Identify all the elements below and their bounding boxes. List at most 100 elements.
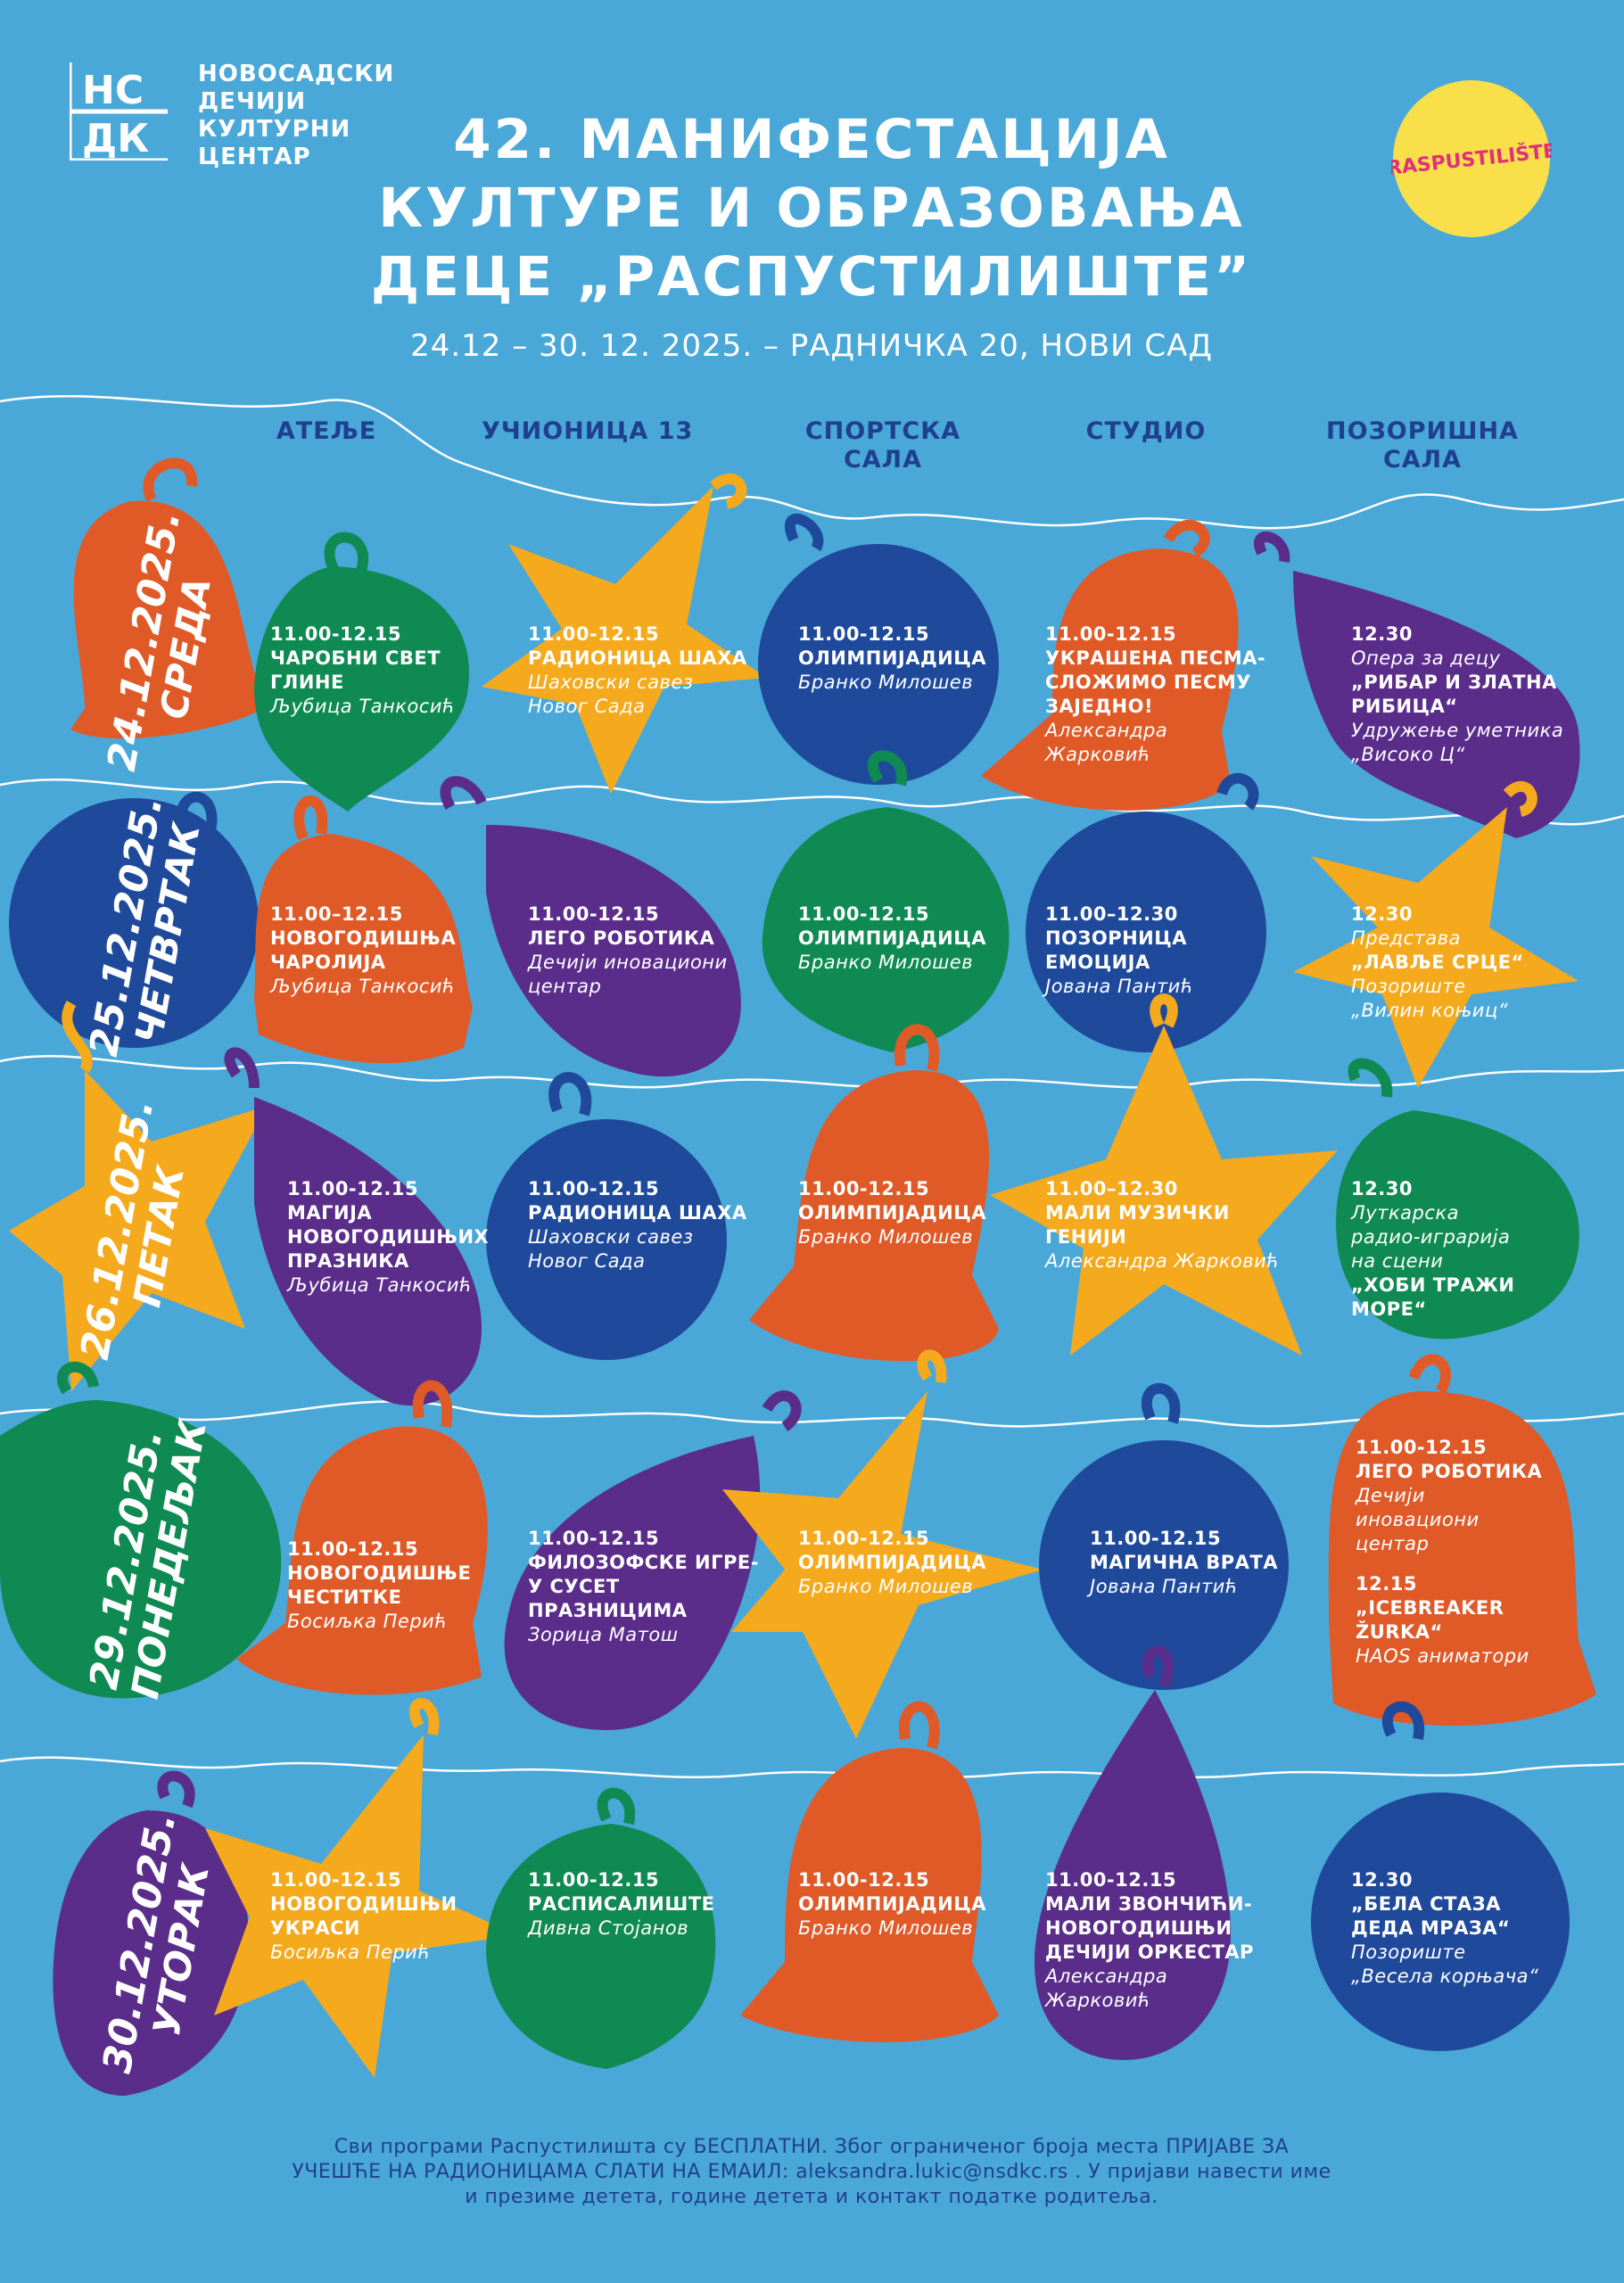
purple-drop-ornament <box>1254 532 1580 838</box>
organizer-name: НОВОСАДСКИ ДЕЧИЈИ КУЛТУРНИ ЦЕНТАР <box>198 61 394 171</box>
event-time: 11.00-12.15 <box>528 1528 660 1549</box>
event-card: 11.00-12.15 МАГИЈА НОВОГОДИШЊИХ ПРАЗНИКА… <box>287 1177 510 1298</box>
green-onion-ornament <box>762 750 1010 1052</box>
event-time: 12.30 <box>1351 903 1413 925</box>
event-card: 11.00-12.15 РАДИОНИЦА ШАХА Шаховски саве… <box>528 1177 751 1273</box>
blue-ball-ornament <box>1039 1382 1289 1690</box>
event-title: ЗАЈЕДНО! <box>1045 696 1154 717</box>
event-host: Дивна Стојанов <box>528 1917 689 1939</box>
event-time: 11.00-12.15 <box>287 1178 419 1199</box>
event-card: 11.00-12.15 ЛЕГО РОБОТИКА Дечији иноваци… <box>1356 1436 1587 1669</box>
event-title: „ICEBREAKER ŽURKA“ <box>1356 1597 1504 1643</box>
event-card: 11.00-12.15 ЛЕГО РОБОТИКА Дечији иноваци… <box>528 902 751 999</box>
event-card: 11.00-12.15 НОВОГОДИШЊЕ ЧЕСТИТКЕ Босиљка… <box>287 1537 510 1634</box>
event-title: ОЛИМПИЈАДИЦА <box>798 1202 986 1224</box>
event-host: Александра <box>1045 720 1168 741</box>
event-host: Јована Пантић <box>1045 976 1194 997</box>
event-title: ОЛИМПИЈАДИЦА <box>798 927 986 949</box>
event-host: Бранко Милошев <box>798 1226 974 1248</box>
event-host: Босиљка Перић <box>287 1611 448 1632</box>
column-header-line: СТУДИО <box>1085 417 1207 445</box>
bell-ornament <box>254 795 473 1064</box>
column-header-line: ПОЗОРИШНА <box>1326 417 1519 445</box>
event-title: МАГИЧНА ВРАТА <box>1090 1552 1278 1573</box>
event-card: 11.00-12.15 ЧАРОБНИ СВЕТ ГЛИНЕ Љубица Та… <box>270 622 493 719</box>
column-header-line: САЛА <box>843 446 923 474</box>
bell-ornament <box>236 1380 488 1695</box>
event-host: центар <box>528 976 602 997</box>
event-title: МАЛИ ЗВОНЧИЋИ- <box>1045 1893 1253 1915</box>
event-title: ПОЗОРНИЦА ЕМОЦИЈА <box>1045 927 1187 973</box>
organizer-line: ЦЕНТАР <box>198 144 311 170</box>
event-host: Босиљка Перић <box>270 1941 431 1963</box>
column-header-line: УЧИОНИЦА 13 <box>482 417 694 445</box>
event-type: Луткарска <box>1351 1202 1459 1224</box>
event-title: ОЛИМПИЈАДИЦА <box>798 647 986 669</box>
event-time: 11.00-12.15 <box>528 623 660 645</box>
blue-ball-ornament <box>1026 772 1266 1052</box>
event-card: 11.00-12.15 ОЛИМПИЈАДИЦА Бранко Милошев <box>798 902 1021 975</box>
footer-line: УЧЕШЋЕ НА РАДИОНИЦАМА СЛАТИ НА ЕМАИЛ: al… <box>292 2161 1331 2183</box>
event-time: 11.00–12.30 <box>1045 1178 1178 1199</box>
event-time: 11.00–12.15 <box>270 903 403 925</box>
event-title: МАГИЈА <box>287 1202 373 1224</box>
event-title: МАЛИ МУЗИЧКИ ГЕНИЈИ <box>1045 1202 1230 1248</box>
event-title: „ХОБИ ТРАЖИ МОРЕ“ <box>1351 1274 1515 1320</box>
column-header-studio: СТУДИО <box>1048 417 1244 446</box>
event-title: РИБИЦА“ <box>1351 696 1458 717</box>
event-title: ЛЕГО РОБОТИКА <box>1356 1461 1543 1482</box>
purple-drop-ornament <box>224 1047 482 1406</box>
event-title: НОВОГОДИШЊА <box>270 927 457 949</box>
event-host: Жарковић <box>1045 744 1151 765</box>
event-host: Бранко Милошев <box>798 1917 974 1939</box>
green-onion-ornament <box>254 532 470 812</box>
blue-ball-ornament <box>1311 1701 1570 2051</box>
column-header-line: СПОРТСКА <box>804 417 961 445</box>
event-time: 11.00–12.30 <box>1045 903 1178 925</box>
column-header-theatre-hall: ПОЗОРИШНА САЛА <box>1324 417 1521 474</box>
organizer-line: НОВОСАДСКИ <box>198 61 395 87</box>
blue-ball-ornament <box>486 1072 727 1360</box>
bell-ornament <box>740 1701 999 2042</box>
event-time: 12.30 <box>1351 1869 1413 1891</box>
event-title: ЧЕСТИТКЕ <box>287 1587 402 1608</box>
event-title: РАСПИСАЛИШТЕ <box>528 1893 715 1915</box>
event-time: 11.00-12.15 <box>1356 1437 1488 1458</box>
event-card: 11.00-12.15 ФИЛОЗОФСКЕ ИГРЕ- У СУСЕТ ПРА… <box>528 1527 769 1647</box>
event-host: иновациони <box>1356 1509 1480 1530</box>
event-host: Бранко Милошев <box>798 952 974 973</box>
event-host: центар <box>1356 1533 1430 1554</box>
event-title: ОЛИМПИЈАДИЦА <box>798 1552 986 1573</box>
event-title: ЛЕГО РОБОТИКА <box>528 927 715 949</box>
event-time: 11.00-12.15 <box>528 1869 660 1891</box>
event-time: 11.00-12.15 <box>528 903 660 925</box>
event-card: 11.00-12.15 ОЛИМПИЈАДИЦА Бранко Милошев <box>798 622 1021 695</box>
bell-ornament <box>1328 1354 1596 1727</box>
dates-and-address: 24.12 – 30. 12. 2025. – РАДНИЧКА 20, НОВ… <box>410 328 1213 364</box>
event-host: Дечији <box>1356 1485 1425 1506</box>
event-card: 11.00-12.15 РАСПИСАЛИШТЕ Дивна Стојанов <box>528 1868 751 1941</box>
event-host: Жарковић <box>1045 1990 1151 2011</box>
event-title: ЧАРОБНИ СВЕТ ГЛИНЕ <box>270 647 441 693</box>
event-host: „Вилин коњиц“ <box>1351 1000 1509 1021</box>
event-card: 11.00-12.15 МАЛИ ЗВОНЧИЋИ- НОВОГОДИШЊИ Д… <box>1045 1868 1259 2013</box>
event-card: 11.00-12.15 ОЛИМПИЈАДИЦА Бранко Милошев <box>798 1527 1021 1599</box>
event-host: Љубица Танкосић <box>270 696 456 717</box>
event-title: „ЛАВЉЕ СРЦЕ“ <box>1351 952 1524 973</box>
star-ornament-day3 <box>9 1001 268 1391</box>
event-time: 11.00-12.15 <box>798 903 930 925</box>
purple-drop-ornament-day5 <box>53 1770 249 2096</box>
event-title: НОВОГОДИШЊИ <box>1045 1917 1232 1939</box>
event-type: Опера за децу <box>1351 647 1501 669</box>
event-title: УКРАШЕНА ПЕСМА- <box>1045 647 1266 669</box>
nsdkc-logo-mark: НС ДК <box>70 62 168 161</box>
bell-ornament <box>749 1024 999 1362</box>
event-host: Позориште <box>1351 976 1466 997</box>
event-host: „Весела корњача“ <box>1351 1966 1539 1987</box>
event-title: РАДИОНИЦА ШАХА <box>528 647 747 669</box>
blue-ball-ornament-day2 <box>9 791 259 1048</box>
event-host: Шаховски савез <box>528 1226 694 1248</box>
event-card: 11.00-12.15 ОЛИМПИЈАДИЦА Бранко Милошев <box>798 1868 1021 1941</box>
event-host: Дечији иновациони <box>528 952 728 973</box>
event-host: Александра Жарковић <box>1045 1250 1280 1272</box>
